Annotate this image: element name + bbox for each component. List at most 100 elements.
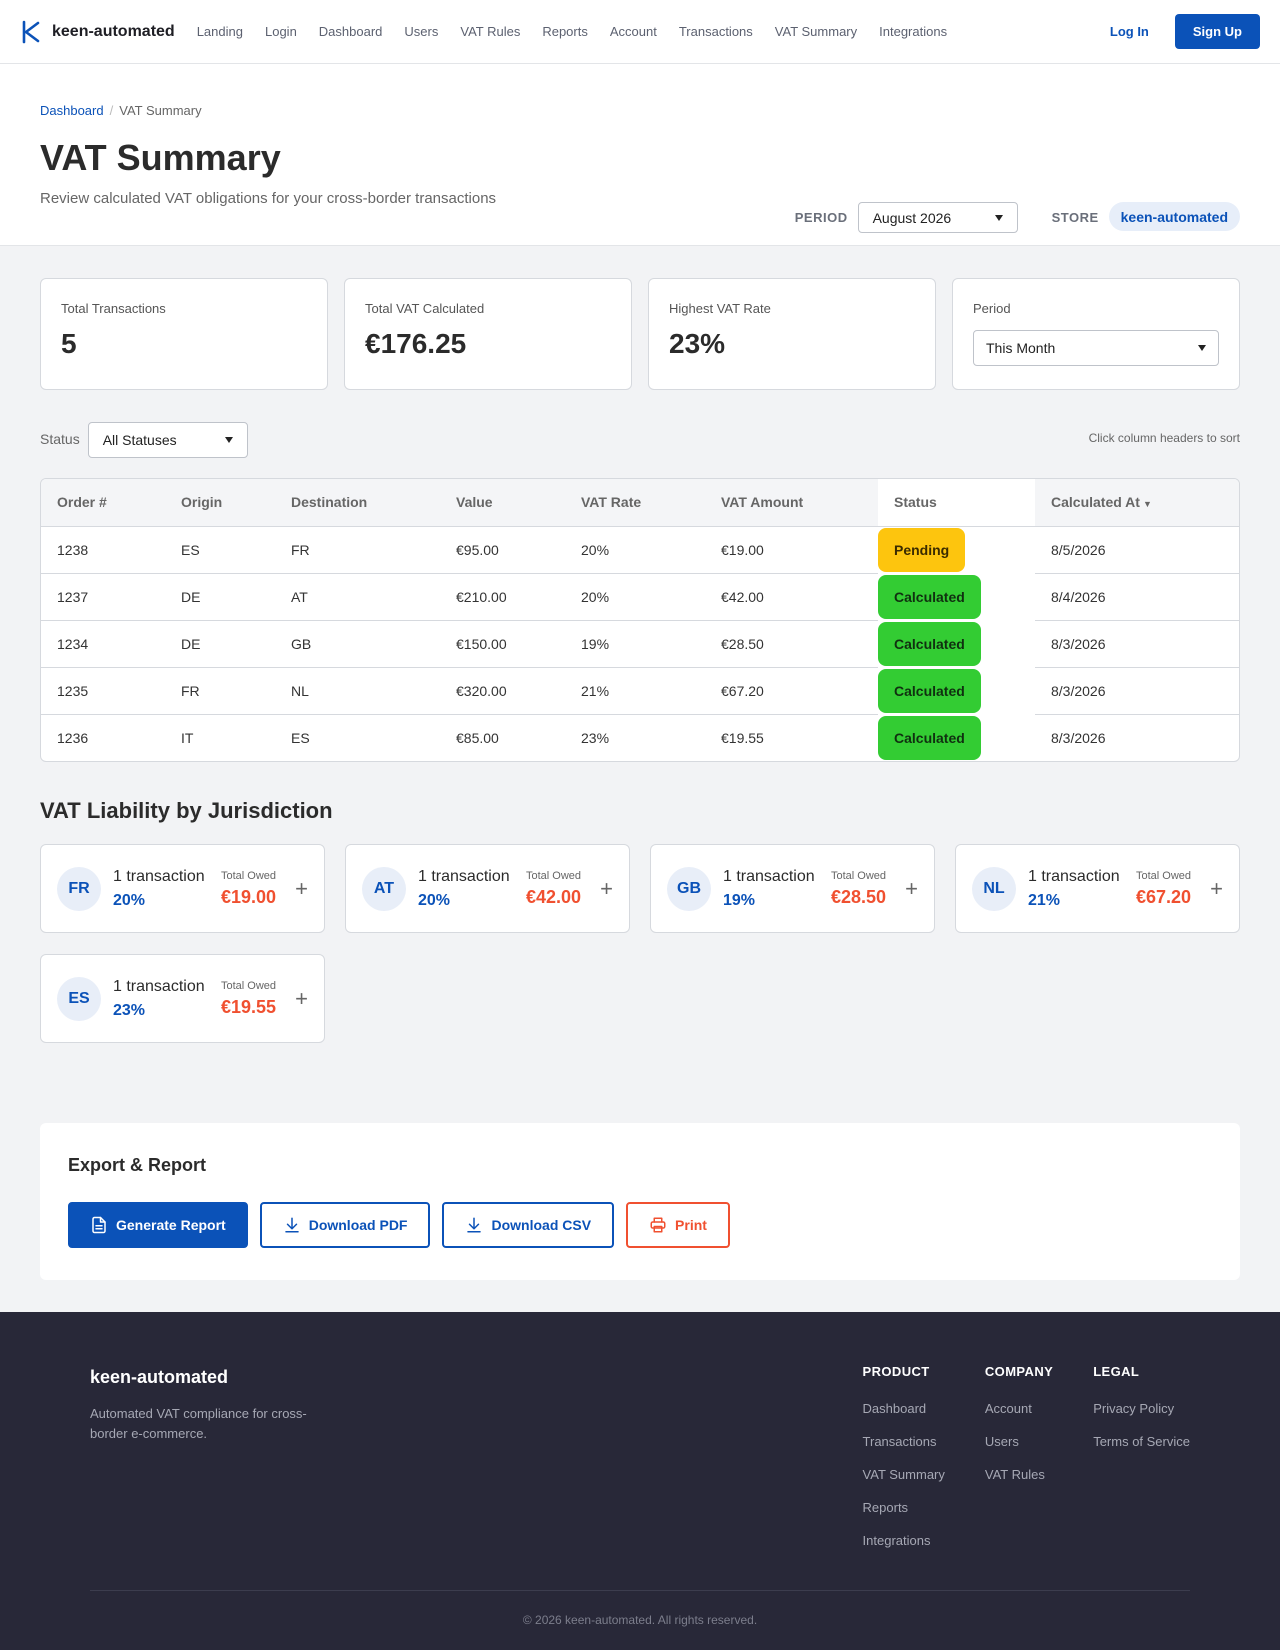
total-owed-value: €67.20 [1136,886,1192,907]
cell-calculated-at: 8/3/2026 [1035,620,1239,668]
footer-link-transactions[interactable]: Transactions [862,1434,937,1449]
period-select[interactable]: August 2026 [857,202,1018,233]
plus-icon[interactable]: + [295,985,308,1011]
table-row[interactable]: 1236 IT ES €85.00 23% €19.55 Calculated … [41,714,1239,761]
jurisdiction-card-nl[interactable]: NL 1 transaction 21% Total Owed €67.20 + [955,844,1240,933]
footer-column-title: LEGAL [1093,1364,1140,1379]
sort-hint: Click column headers to sort [1088,431,1240,445]
stat-label: Total VAT Calculated [365,301,485,316]
cell-status: Calculated [878,573,1035,620]
column-header-vat-rate[interactable]: VAT Rate [565,479,705,527]
cell-calculated-at: 8/3/2026 [1035,667,1239,715]
nav-link-integrations[interactable]: Integrations [879,24,948,39]
jurisdiction-card-gb[interactable]: GB 1 transaction 19% Total Owed €28.50 + [650,844,935,933]
footer-link-account[interactable]: Account [984,1401,1032,1416]
period-filter-value: This Month [986,340,1056,356]
nav-link-login[interactable]: Login [264,24,297,39]
plus-icon[interactable]: + [905,875,918,901]
column-header-vat-amount[interactable]: VAT Amount [705,479,878,527]
main-content: Total Transactions 5 Total VAT Calculate… [0,246,1280,1312]
export-section: Export & Report Generate Report Download… [40,1123,1240,1280]
footer-link-reports[interactable]: Reports [862,1500,909,1515]
jurisdiction-card-es[interactable]: ES 1 transaction 23% Total Owed €19.55 + [40,954,325,1043]
print-label: Print [675,1217,707,1233]
jurisdiction-card-fr[interactable]: FR 1 transaction 20% Total Owed €19.00 + [40,844,325,933]
total-owed-label: Total Owed [221,979,277,992]
cell-order: 1237 [41,573,165,621]
footer-column-legal: LEGAL Privacy Policy Terms of Service [1093,1364,1190,1566]
footer-link-privacy[interactable]: Privacy Policy [1093,1401,1175,1416]
column-header-status[interactable]: Status [878,479,1035,527]
print-button[interactable]: Print [626,1202,730,1248]
cell-status: Calculated [878,667,1035,714]
nav-link-transactions[interactable]: Transactions [678,24,753,39]
brand[interactable]: keen-automated [20,20,175,44]
cell-calculated-at: 8/3/2026 [1051,729,1106,746]
nav-link-vat-summary[interactable]: VAT Summary [774,24,858,39]
plus-icon[interactable]: + [1210,875,1223,901]
period-filter-select[interactable]: This Month [973,330,1219,366]
cell-vat-amount: €28.50 [705,620,878,668]
store-chip: keen-automated [1108,202,1240,231]
column-header-destination[interactable]: Destination [275,479,440,527]
cell-value: €210.00 [440,573,565,621]
table-row[interactable]: 1234 DE GB €150.00 19% €28.50 Calculated… [41,620,1239,668]
download-csv-button[interactable]: Download CSV [442,1202,615,1248]
cell-vat-amount: €19.00 [705,526,878,574]
footer-link-dashboard[interactable]: Dashboard [862,1401,927,1416]
jurisdiction-grid: FR 1 transaction 20% Total Owed €19.00 +… [40,844,1240,1043]
total-owed-value: €19.55 [221,996,277,1017]
download-pdf-label: Download PDF [308,1217,408,1233]
status-select[interactable]: All Statuses [87,422,248,458]
table-row[interactable]: 1235 FR NL €320.00 21% €67.20 Calculated… [41,667,1239,715]
footer-link-vat-summary[interactable]: VAT Summary [862,1467,945,1482]
total-owed: Total Owed €28.50 [831,870,895,908]
total-owed: Total Owed €19.00 [221,870,285,908]
total-owed-value: €42.00 [526,886,582,907]
column-header-order[interactable]: Order # [41,479,165,527]
column-header-value[interactable]: Value [440,479,565,527]
period-select-value: August 2026 [872,209,952,226]
jurisdiction-card-at[interactable]: AT 1 transaction 20% Total Owed €42.00 + [345,844,630,933]
download-pdf-button[interactable]: Download PDF [259,1202,431,1248]
table-row[interactable]: 1237 DE AT €210.00 20% €42.00 Calculated… [41,573,1239,621]
breadcrumb-dashboard[interactable]: Dashboard [40,103,104,118]
login-link[interactable]: Log In [1109,24,1149,39]
nav-link-vat-rules[interactable]: VAT Rules [460,24,521,39]
nav-link-dashboard[interactable]: Dashboard [318,24,383,39]
plus-icon[interactable]: + [600,875,613,901]
column-header-origin[interactable]: Origin [165,479,275,527]
cell-status: Pending [878,526,1035,573]
signup-button[interactable]: Sign Up [1174,14,1260,49]
stat-card-highest-rate: Highest VAT Rate 23% [648,278,936,390]
plus-icon[interactable]: + [295,875,308,901]
k-logo-icon [22,20,40,43]
total-owed-label: Total Owed [526,869,582,882]
nav-link-users[interactable]: Users [404,24,439,39]
transaction-count: 1 transaction [113,867,205,885]
nav-link-reports[interactable]: Reports [542,24,588,39]
vat-rate: 23% [113,1001,146,1019]
status-badge: Calculated [878,668,981,713]
document-icon [92,1216,106,1234]
footer-column-title: COMPANY [984,1364,1054,1379]
country-code-badge: ES [57,976,101,1021]
transaction-count: 1 transaction [1028,867,1120,885]
status-select-value: All Statuses [102,432,177,448]
column-header-calculated-at[interactable]: Calculated At ▼ [1035,479,1239,527]
stat-card-total-vat: Total VAT Calculated €176.25 [344,278,632,390]
footer-link-terms[interactable]: Terms of Service [1093,1434,1190,1449]
cell-order: 1235 [41,667,165,715]
nav-link-landing[interactable]: Landing [196,24,243,39]
stat-card-period: Period This Month [952,278,1240,390]
footer-link-integrations[interactable]: Integrations [862,1533,931,1548]
cell-vat-rate: 21% [565,667,705,715]
country-code-badge: NL [972,866,1016,911]
footer-link-users[interactable]: Users [984,1434,1019,1449]
store-label: STORE [1051,210,1099,225]
table-row[interactable]: 1238 ES FR €95.00 20% €19.00 Pending 8/5… [41,526,1239,574]
footer-link-vat-rules[interactable]: VAT Rules [984,1467,1045,1482]
generate-report-button[interactable]: Generate Report [68,1202,248,1248]
nav-link-account[interactable]: Account [609,24,657,39]
stat-label: Period [973,301,1011,316]
